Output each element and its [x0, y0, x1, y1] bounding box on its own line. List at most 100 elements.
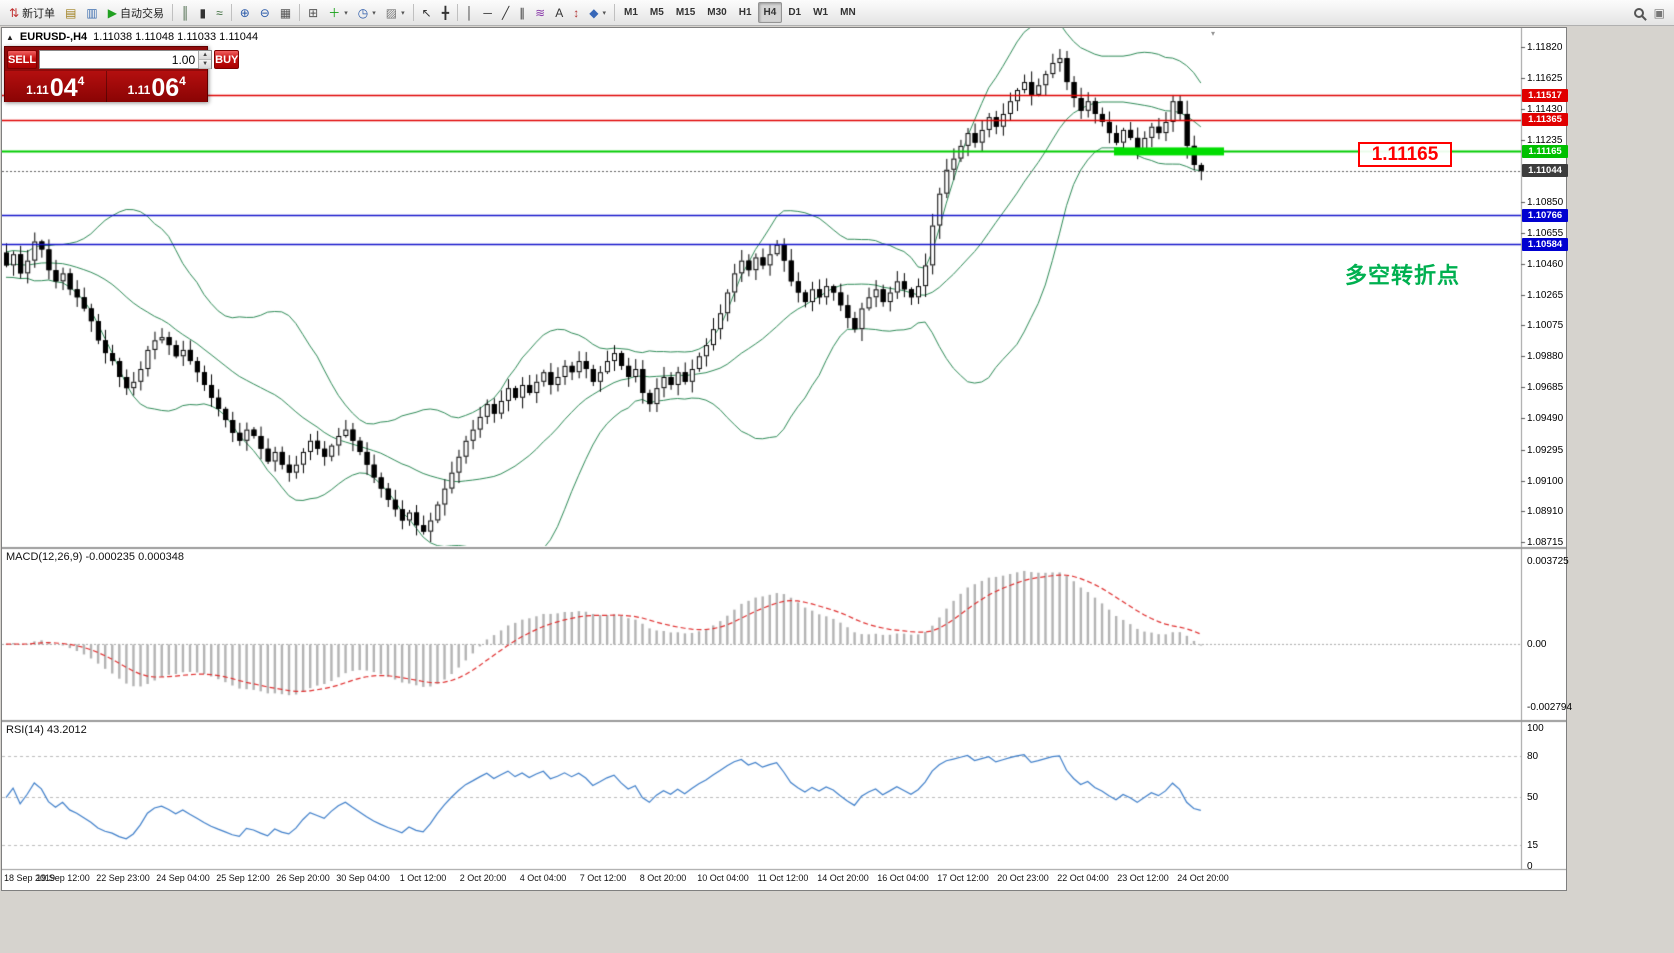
zoom-in-icon: ⊕ [239, 5, 250, 20]
tile-windows-button[interactable]: ▦ [275, 2, 296, 23]
trade-panel-controls: SELL ▲ ▼ BUY [5, 47, 240, 70]
bar-chart-button[interactable]: ║ [176, 2, 195, 23]
channel-icon: ∥ [519, 5, 526, 20]
trendline-button[interactable]: ╱ [497, 2, 514, 23]
periods-icon: ◷ [357, 5, 369, 20]
timeframe-button-m15[interactable]: M15 [675, 7, 696, 18]
crosshair-icon: ╋ [441, 5, 449, 20]
horizontal-line-icon: ─ [483, 5, 492, 20]
bar-chart-icon: ║ [180, 5, 190, 20]
indicators-list-icon: ⊞ [308, 5, 319, 20]
new-order-button[interactable]: ⇅ 新订单 [4, 2, 60, 23]
search-button[interactable] [1629, 2, 1649, 23]
indicators-list-button[interactable]: ⊞ [303, 2, 323, 23]
lot-size-input[interactable] [40, 51, 199, 68]
options-button[interactable]: ▣ [1649, 2, 1670, 23]
main-toolbar: ⇅ 新订单 ▤ ▥ ▶ 自动交易 ║ ▮ ≈ ⊕ ⊖ ▦ ⊞ ＋ ▾ ◷ ▾ ▨ ▾ ↖ ╋ │ ─ ╱ ∥ ≋ A ↕ ◆ ▾ M1 M5 M… [0, 0, 1674, 26]
horizontal-line-button[interactable]: ─ [478, 2, 497, 23]
chart-ohlc-label: 1.11038 1.11048 1.11033 1.11044 [93, 31, 259, 43]
profiles-icon: ▥ [86, 5, 98, 20]
zoom-out-icon: ⊖ [259, 5, 270, 20]
dropdown-caret-icon: ▾ [372, 9, 376, 17]
options-icon: ▣ [1653, 5, 1665, 20]
autotrade-icon: ▶ [107, 5, 117, 20]
timeframe-button-w1[interactable]: W1 [813, 7, 829, 18]
buy-price-big: 06 [151, 74, 180, 102]
sell-price-head: 1.11 [26, 83, 49, 97]
toolbar-separator [171, 4, 173, 21]
crosshair-button[interactable]: ╋ [437, 2, 454, 23]
timeframe-button-h4[interactable]: H4 [757, 2, 783, 23]
trendline-icon: ╱ [501, 5, 510, 20]
lot-increase-button[interactable]: ▲ [199, 51, 212, 60]
buy-button[interactable]: BUY [214, 50, 240, 69]
dropdown-caret-icon: ▾ [344, 9, 348, 17]
oneclick-collapse-icon[interactable]: ▲ [6, 32, 14, 42]
sell-button[interactable]: SELL [7, 50, 38, 69]
vertical-line-button[interactable]: │ [461, 2, 479, 23]
text-button[interactable]: A [550, 2, 568, 23]
chart-title: ▲ EURUSD-,H4 1.11038 1.11048 1.11033 1.1… [6, 31, 258, 43]
fibonacci-button[interactable]: ≋ [530, 2, 550, 23]
chart-canvas[interactable] [2, 28, 1566, 889]
toolbar-separator [230, 4, 232, 21]
new-order-icon: ⇅ [9, 5, 20, 20]
search-icon [1633, 7, 1644, 18]
turning-point-annotation: 多空转折点 [1345, 263, 1461, 288]
toolbar-separator [412, 4, 414, 21]
autotrade-button-label: 自动交易 [119, 7, 164, 20]
timeframe-button-h1[interactable]: H1 [738, 7, 752, 18]
add-indicator-button[interactable]: ＋ ▾ [323, 2, 353, 23]
zoom-out-button[interactable]: ⊖ [255, 2, 275, 23]
new-order-button-label: 新订单 [22, 7, 56, 20]
shapes-icon: ◆ [589, 5, 599, 20]
buy-price-head: 1.11 [127, 83, 151, 97]
candlestick-chart-icon: ▮ [199, 5, 207, 20]
toolbar-separator [299, 4, 301, 21]
timeframe-button-d1[interactable]: D1 [788, 7, 802, 18]
toolbar-separator [614, 4, 615, 21]
profiles-button[interactable]: ▥ [81, 2, 102, 23]
periods-button[interactable]: ◷ ▾ [353, 2, 381, 23]
timeframe-button-m1[interactable]: M1 [624, 7, 638, 18]
add-indicator-icon: ＋ [328, 5, 341, 20]
buy-price[interactable]: 1.11 06 4 [105, 71, 208, 102]
dropdown-caret-icon: ▾ [401, 9, 405, 17]
template-button[interactable]: ▨ ▾ [381, 2, 410, 23]
arrows-icon: ↕ [573, 5, 580, 20]
sell-price-sup: 4 [77, 74, 85, 88]
dropdown-caret-icon: ▾ [602, 9, 606, 17]
autotrade-button[interactable]: ▶ 自动交易 [103, 2, 169, 23]
chart-window: ▲ EURUSD-,H4 1.11038 1.11048 1.11033 1.1… [1, 27, 1572, 891]
timeframe-button-mn[interactable]: MN [840, 7, 856, 18]
timeframe-button-m30[interactable]: M30 [707, 7, 727, 18]
new-chart-button[interactable]: ▤ [60, 2, 81, 23]
lot-spinner: ▲ ▼ [198, 51, 212, 69]
candlestick-chart-button[interactable]: ▮ [195, 2, 212, 23]
timeframe-button-m5[interactable]: M5 [649, 7, 664, 18]
cursor-button[interactable]: ↖ [417, 2, 437, 23]
channel-button[interactable]: ∥ [514, 2, 530, 23]
shapes-button[interactable]: ◆ ▾ [584, 2, 611, 23]
rsi-indicator-label: RSI(14) 43.2012 [6, 724, 87, 736]
tile-windows-icon: ▦ [279, 5, 292, 20]
toolbar-separator [456, 4, 458, 21]
sell-price[interactable]: 1.11 04 4 [5, 71, 106, 102]
line-chart-icon: ≈ [216, 5, 223, 20]
lot-decrease-button[interactable]: ▼ [199, 60, 212, 69]
line-chart-button[interactable]: ≈ [211, 2, 228, 23]
trade-prices: 1.11 04 4 1.11 06 4 [5, 71, 207, 102]
cursor-icon: ↖ [421, 5, 432, 20]
fibonacci-icon: ≋ [535, 5, 546, 20]
text-icon: A [555, 5, 564, 20]
template-icon: ▨ [385, 5, 398, 20]
one-click-trade-panel: SELL ▲ ▼ BUY 1.11 04 4 1.11 [4, 46, 240, 102]
new-chart-icon: ▤ [65, 5, 77, 20]
arrows-button[interactable]: ↕ [568, 2, 584, 23]
zoom-in-button[interactable]: ⊕ [235, 2, 255, 23]
autoscroll-marker-icon: ▾ [1211, 29, 1216, 38]
lot-size-box: ▲ ▼ [39, 50, 213, 69]
sell-price-big: 04 [49, 74, 78, 102]
price-callout-label[interactable]: 1.11165 [1358, 142, 1452, 167]
